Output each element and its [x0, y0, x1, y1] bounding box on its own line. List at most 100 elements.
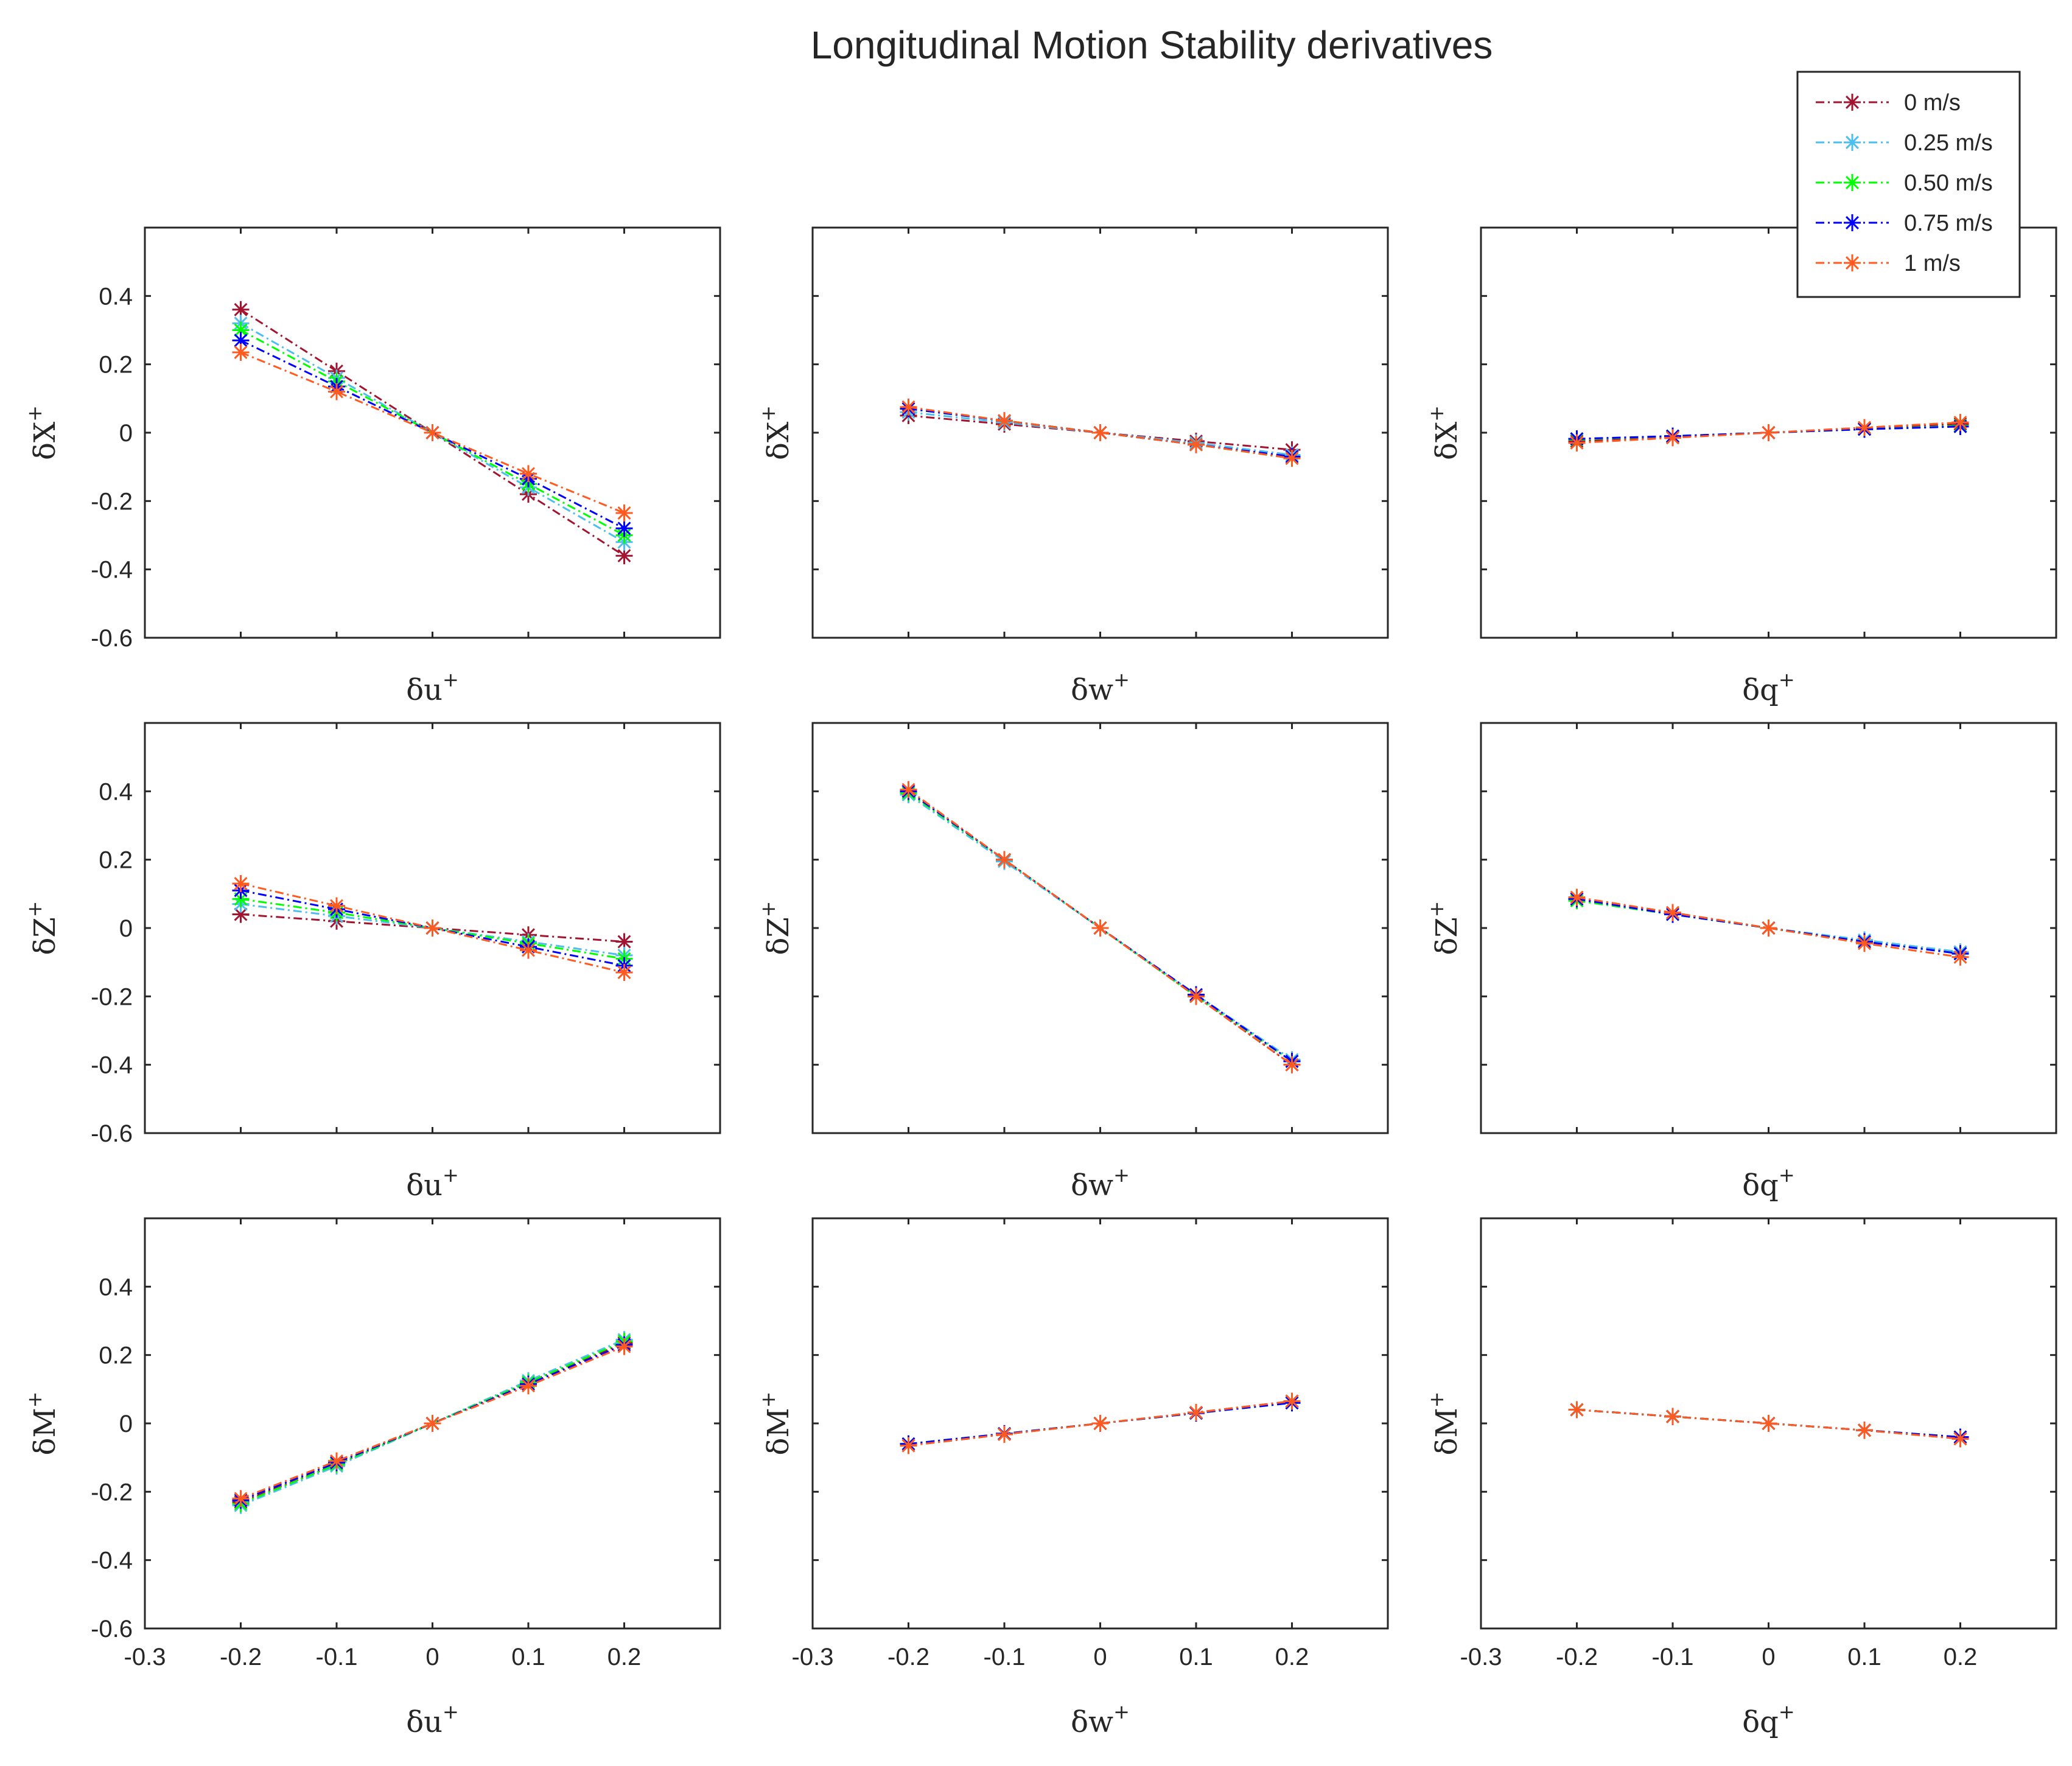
x-tick-label: 0.1 [1179, 1644, 1213, 1670]
legend-entry: 1 m/s [1816, 251, 1961, 276]
y-axis-label-superscript: + [1425, 405, 1448, 422]
series-4 [900, 398, 1301, 467]
data-point-marker [232, 874, 250, 892]
x-tick-label: 0 [1762, 1644, 1775, 1670]
series-4 [232, 1338, 633, 1507]
x-axis-label-superscript: + [1779, 1164, 1795, 1187]
data-point-marker [1091, 424, 1109, 441]
y-tick-label: -0.6 [91, 1616, 133, 1642]
y-axis-label-superscript: + [757, 405, 780, 422]
series-line [1577, 899, 1961, 953]
y-axis-label: δM+ [23, 1392, 62, 1456]
x-axis-label: δw+ [1071, 1700, 1130, 1739]
subplot-2-3: δq+δZ+ [1425, 722, 2057, 1202]
x-tick-label: -0.3 [792, 1644, 834, 1670]
y-tick-label: 0.4 [99, 778, 133, 805]
x-tick-label: -0.1 [984, 1644, 1026, 1670]
y-tick-label: 0.4 [99, 1274, 133, 1300]
data-point-marker [328, 897, 345, 915]
data-point-marker [232, 890, 250, 908]
series-line [908, 414, 1292, 451]
series-4 [900, 781, 1301, 1073]
x-axis-label-text: δq [1742, 1168, 1779, 1202]
y-axis-label: δX+ [757, 405, 796, 460]
x-axis-label-text: δu [406, 1168, 443, 1202]
y-axis-label: δX+ [23, 405, 62, 460]
series-line [240, 903, 625, 957]
x-tick-label: -0.3 [124, 1644, 166, 1670]
x-axis-label-text: δq [1742, 673, 1779, 707]
y-axis-label: δZ+ [757, 901, 796, 955]
x-axis-label: δq+ [1742, 1700, 1794, 1739]
x-axis-label-superscript: + [443, 1164, 459, 1187]
subplot-1-1: -0.6-0.4-0.200.20.4δu+δX+ [23, 226, 721, 707]
data-point-marker [1760, 1415, 1777, 1432]
data-point-marker [900, 398, 917, 416]
series-line [240, 913, 625, 943]
y-axis-label-superscript: + [23, 901, 46, 917]
y-tick-label: 0 [119, 915, 133, 942]
legend-box [1796, 71, 2021, 298]
x-axis-label-superscript: + [1779, 668, 1795, 691]
series-4 [1568, 888, 1969, 966]
data-point-marker [615, 520, 633, 537]
legend-entry: 0 m/s [1816, 90, 1961, 116]
subplot-3-2: -0.3 -0.2 -0.1 0 0.1 0.2δw+δM+ [757, 1217, 1389, 1739]
data-point-marker [520, 1377, 537, 1395]
x-tick-label: 0.2 [1275, 1644, 1309, 1670]
y-axis-label-text: δX [761, 422, 796, 460]
subplot-3-3: -0.3 -0.2 -0.1 0 0.1 0.2δq+δM+ [1425, 1217, 2057, 1739]
x-axis-label: δw+ [1071, 1164, 1130, 1202]
data-point-marker [232, 321, 250, 339]
data-point-marker [996, 1425, 1013, 1443]
data-point-marker [232, 344, 250, 361]
x-tick-label: 0.2 [607, 1644, 642, 1670]
subplot-2-2: δw+ δZ+ [757, 722, 1389, 1202]
series-line [1577, 425, 1961, 440]
legend-marker-sample [1844, 214, 1861, 231]
data-point-marker [1568, 1401, 1586, 1419]
data-point-marker [1856, 419, 1873, 436]
x-tick-label: 0.1 [511, 1644, 545, 1670]
data-point-marker [1664, 429, 1681, 447]
data-point-marker [1188, 988, 1205, 1005]
x-axis-label: δu+ [406, 1164, 459, 1202]
y-axis-label-text: δM [761, 1408, 796, 1455]
data-point-marker [1951, 1430, 1969, 1448]
y-axis-label: δZ+ [23, 901, 62, 955]
data-point-marker [900, 781, 917, 798]
subplot-2-1: -0.6-0.4-0.200.20.4δu+δZ+ [23, 722, 721, 1202]
y-axis-label-superscript: + [1425, 1392, 1448, 1408]
x-tick-label: 0.1 [1847, 1644, 1881, 1670]
x-axis-label-text: δw [1071, 673, 1113, 707]
y-axis-label: δX+ [1425, 405, 1464, 460]
y-axis-label-text: δZ [761, 917, 796, 955]
x-axis-label-text: δw [1071, 1705, 1113, 1739]
series-line [1577, 423, 1961, 442]
x-axis-label: δq+ [1742, 1164, 1794, 1202]
series-4 [232, 874, 633, 982]
y-axis-label-superscript: + [1425, 901, 1448, 917]
data-point-marker [232, 301, 250, 318]
data-point-marker [1283, 1392, 1301, 1410]
y-axis-label-text: δZ [1430, 917, 1464, 955]
x-axis-label-superscript: + [1779, 1700, 1795, 1723]
data-point-marker [615, 547, 633, 565]
data-point-marker [424, 920, 441, 937]
data-point-marker [1188, 1404, 1205, 1422]
data-point-marker [424, 1415, 441, 1432]
legend-label: 0.50 m/s [1904, 170, 1993, 196]
data-point-marker [1951, 948, 1969, 966]
x-tick-label: 0 [1093, 1644, 1107, 1670]
series-4 [1568, 414, 1969, 452]
y-axis-label-text: δX [28, 422, 62, 460]
y-tick-label: -0.2 [91, 1479, 133, 1506]
y-tick-label: -0.4 [91, 557, 133, 584]
y-axis-label-text: δM [1430, 1408, 1464, 1455]
data-point-marker [1760, 424, 1777, 441]
data-point-marker [232, 906, 250, 923]
legend-entry: 0.75 m/s [1816, 211, 1993, 236]
data-point-marker [1856, 935, 1873, 952]
data-point-marker [900, 1437, 917, 1454]
